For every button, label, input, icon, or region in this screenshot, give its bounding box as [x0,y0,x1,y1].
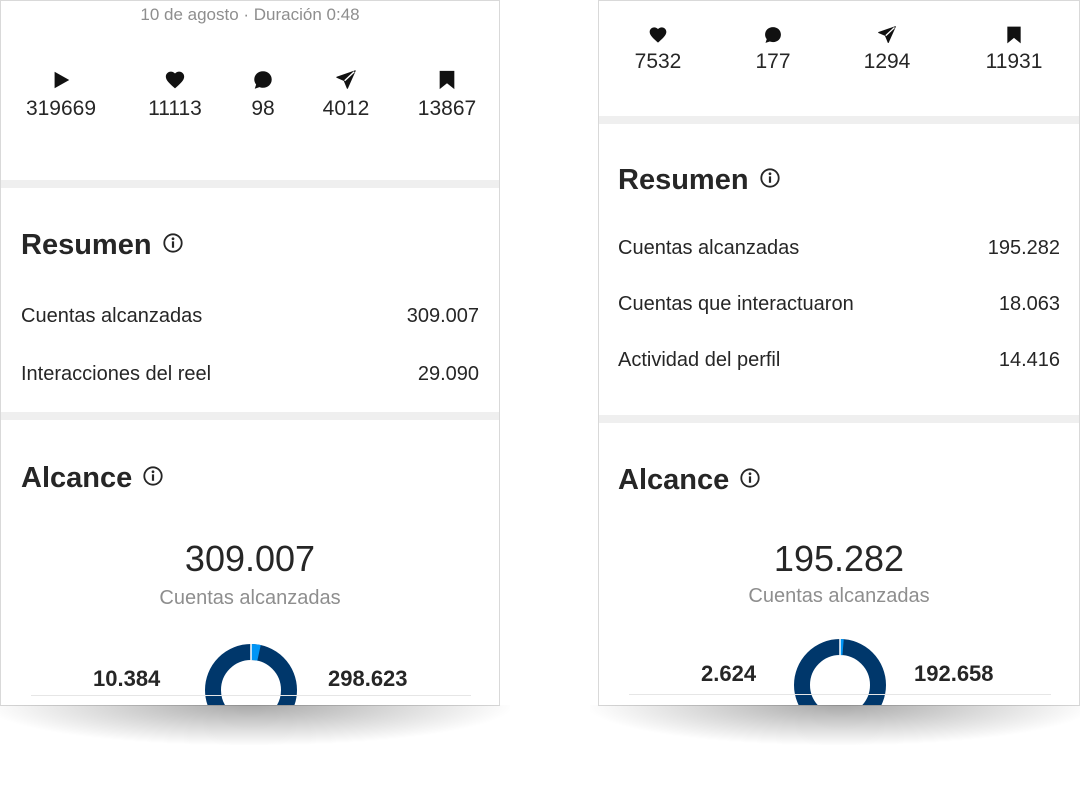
stat-plays[interactable]: 319669 [6,69,116,121]
metric-value: 14.416 [998,349,1060,371]
section-divider [1,180,499,188]
stat-value: 7532 [634,50,682,73]
play-icon [54,71,70,89]
summary-row-accounts-engaged[interactable]: Cuentas que interactuaron 18.063 [618,293,1060,316]
panel-shadow [0,705,510,745]
non-followers-count: 192.658 [914,661,994,686]
info-icon[interactable] [739,464,761,497]
non-followers-count: 298.623 [328,666,408,691]
summary-row-accounts-reached[interactable]: Cuentas alcanzadas 309.007 [21,305,479,328]
summary-row-profile-activity[interactable]: Actividad del perfil 14.416 [618,349,1060,372]
heart-icon [649,27,667,43]
reach-donut-chart [205,644,297,705]
stat-shares[interactable]: 4012 [291,69,401,121]
followers-count: 10.384 [93,666,161,691]
stat-saves[interactable]: 11931 [959,25,1069,74]
metric-label: Cuentas que interactuaron [618,293,854,315]
stat-likes[interactable]: 11113 [120,69,230,121]
section-divider [599,116,1079,124]
metric-label: Actividad del perfil [618,349,781,371]
stat-value: 319669 [25,97,97,120]
info-icon[interactable] [162,229,184,262]
bottom-rule [31,695,471,696]
metric-label: Cuentas alcanzadas [21,305,203,327]
comment-icon [254,71,272,89]
heart-icon [165,71,185,89]
info-icon[interactable] [142,462,164,495]
reach-section-title: Alcance [21,462,164,495]
stat-shares[interactable]: 1294 [832,25,942,74]
reach-section-title: Alcance [618,464,761,497]
share-icon [336,70,356,89]
metric-value: 195.282 [987,237,1060,259]
reach-title-text: Alcance [618,464,730,496]
summary-row-reel-interactions[interactable]: Interacciones del reel 29.090 [21,363,479,386]
stat-value: 11113 [148,97,202,120]
reach-caption: Cuentas alcanzadas [748,585,930,607]
metric-value: 309.007 [406,305,479,327]
stat-value: 11931 [985,50,1043,73]
summary-section-title: Resumen [618,164,781,197]
summary-row-accounts-reached[interactable]: Cuentas alcanzadas 195.282 [618,237,1060,260]
reel-insights-panel-left: 10 de agosto · Duración 0:48 319669 1111… [0,0,500,706]
stat-value: 1294 [863,50,911,73]
bookmark-icon [1007,26,1021,44]
metric-value: 29.090 [417,363,479,385]
panel-shadow [590,705,1080,745]
section-divider [599,415,1079,423]
stat-comments[interactable]: 177 [718,25,828,74]
summary-section-title: Resumen [21,229,184,262]
post-date-duration: 10 de agosto · Duración 0:48 [140,5,360,24]
reach-donut-chart [794,639,886,705]
section-divider [1,412,499,420]
metric-value: 18.063 [998,293,1060,315]
reach-title-text: Alcance [21,462,133,494]
stat-likes[interactable]: 7532 [603,25,713,74]
stat-value: 13867 [417,97,477,120]
engagement-stats-row: 319669 11113 98 4012 13867 [1,69,499,139]
summary-title-text: Resumen [618,164,749,196]
non-followers-arc [794,639,886,705]
stat-value: 177 [755,50,791,73]
share-icon [878,26,896,43]
non-followers-arc [205,644,297,705]
comment-icon [765,27,781,43]
post-insights-panel-right: 7532 177 1294 11931 Resumen Cuentas alca… [598,0,1080,706]
stat-value: 98 [251,97,275,120]
metric-label: Interacciones del reel [21,363,212,385]
followers-arc [250,644,261,661]
summary-title-text: Resumen [21,229,152,261]
info-icon[interactable] [759,164,781,197]
reach-total: 195.282 [773,538,905,579]
stat-saves[interactable]: 13867 [392,69,499,121]
metric-label: Cuentas alcanzadas [618,237,800,259]
reach-caption: Cuentas alcanzadas [159,587,341,609]
stat-comments[interactable]: 98 [208,69,318,121]
bottom-rule [629,694,1051,695]
stat-value: 4012 [322,97,370,120]
followers-count: 2.624 [701,661,757,686]
bookmark-icon [439,70,455,90]
reach-total: 309.007 [184,538,316,579]
engagement-stats-row: 7532 177 1294 11931 [599,25,1079,95]
